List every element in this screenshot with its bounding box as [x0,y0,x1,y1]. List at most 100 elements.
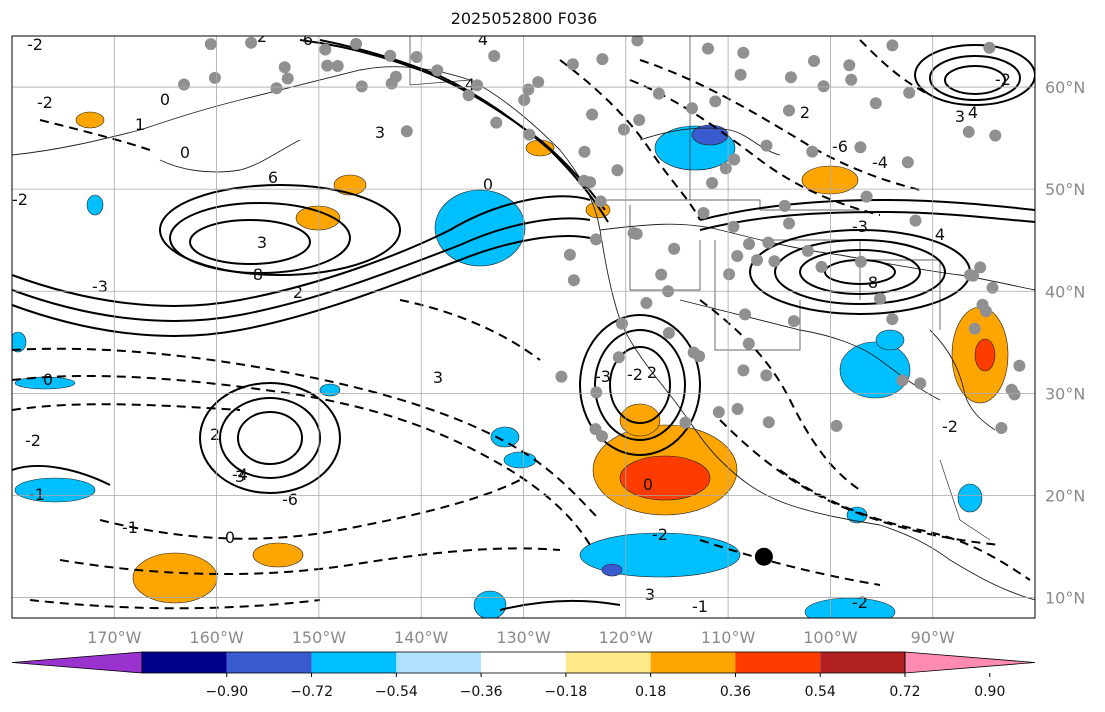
station-marker [563,248,576,261]
station-marker [989,129,1002,142]
station-marker [903,86,916,99]
contour-label: -1 [122,518,138,537]
station-marker [410,51,423,63]
shaded-region [86,194,104,216]
station-marker [1013,359,1026,372]
shaded-region [804,597,896,618]
station-marker [830,419,843,432]
colorbar-segment [311,652,397,673]
lat-tick-labels: 60°N 50°N 40°N 30°N 20°N 10°N [1045,78,1085,608]
station-marker [854,141,867,154]
station-markers [178,36,1026,443]
lon-tick-label: 100°W [803,628,858,647]
shaded-region [14,477,96,503]
station-marker [321,59,334,72]
station-marker [817,80,830,93]
shaded-fields [12,111,1009,618]
station-marker [679,416,692,429]
station-marker [693,350,706,363]
colorbar-segment [481,652,566,673]
station-marker [611,164,624,177]
station-marker [319,43,332,56]
lat-tick-label: 60°N [1045,78,1085,97]
contour-label: -2 [627,365,643,384]
contour-label: 2 [647,363,657,382]
station-marker [778,199,791,212]
station-marker [751,254,763,267]
station-marker [655,268,668,281]
contour-label: -6 [832,137,848,156]
contour-label: -4 [872,153,888,172]
station-marker [590,233,602,246]
station-marker [860,190,873,203]
contour-label: 2 [210,425,220,444]
contour-label: -3 [852,217,868,236]
shaded-region [319,383,341,397]
shaded-region [132,552,218,604]
contour-label: -1 [29,485,45,504]
colorbar-segment [226,652,312,673]
station-marker [783,104,795,117]
station-marker [962,125,975,138]
station-marker [731,403,744,415]
station-marker [784,71,797,84]
station-marker [208,71,221,84]
shaded-region [503,451,537,469]
station-marker [815,260,828,273]
contour-label: 4 [465,75,475,94]
station-marker [712,406,725,419]
map-title: 2025052800 F036 [450,9,598,28]
contour-label: -3 [92,277,108,296]
station-marker [995,422,1008,434]
station-marker [901,156,914,169]
station-marker [488,50,501,62]
station-marker [384,49,397,62]
shaded-region [619,455,711,501]
contour-label: -6 [282,490,298,509]
contour-label: -2 [995,70,1011,89]
station-marker [178,78,190,91]
station-marker [633,114,646,126]
station-marker [964,269,976,281]
contour-label: 0 [180,143,190,162]
contour-label: 0 [483,175,493,194]
lat-tick-label: 10°N [1045,589,1085,608]
station-marker [270,82,283,95]
contour-label: 2 [293,283,303,302]
colorbar-over-triangle [904,651,1036,674]
station-marker [631,36,644,47]
colorbar-tick-label: 0.18 [635,684,666,700]
colorbar-tick-label: −0.36 [460,684,503,700]
station-marker [843,59,856,72]
station-marker [612,351,625,364]
contour-label: 3 [257,233,267,252]
station-marker [627,227,640,240]
station-marker [555,370,568,383]
station-marker [968,322,981,335]
station-marker [578,145,591,158]
colorbar-tick-label: 0.72 [889,684,920,700]
lon-tick-label: 170°W [87,628,142,647]
contour-label: 2 [800,103,810,122]
station-marker [760,369,773,382]
shaded-region [839,341,911,399]
station-marker [762,236,775,249]
station-marker [594,195,607,208]
colorbar-tick-label: −0.18 [544,684,587,700]
station-marker [590,386,603,399]
contour-label: 6 [268,168,278,187]
station-marker [743,238,755,250]
station-marker [762,416,775,429]
station-marker [532,76,545,89]
station-marker [742,337,755,350]
gridlines [12,36,1035,618]
shaded-region [295,205,341,231]
station-marker [245,36,258,49]
station-marker [727,220,740,233]
colorbar-segment [820,652,905,673]
contour-label: 0 [225,528,235,547]
shaded-region [601,563,623,577]
shaded-region [875,329,905,351]
contour-label: 4 [968,103,978,122]
